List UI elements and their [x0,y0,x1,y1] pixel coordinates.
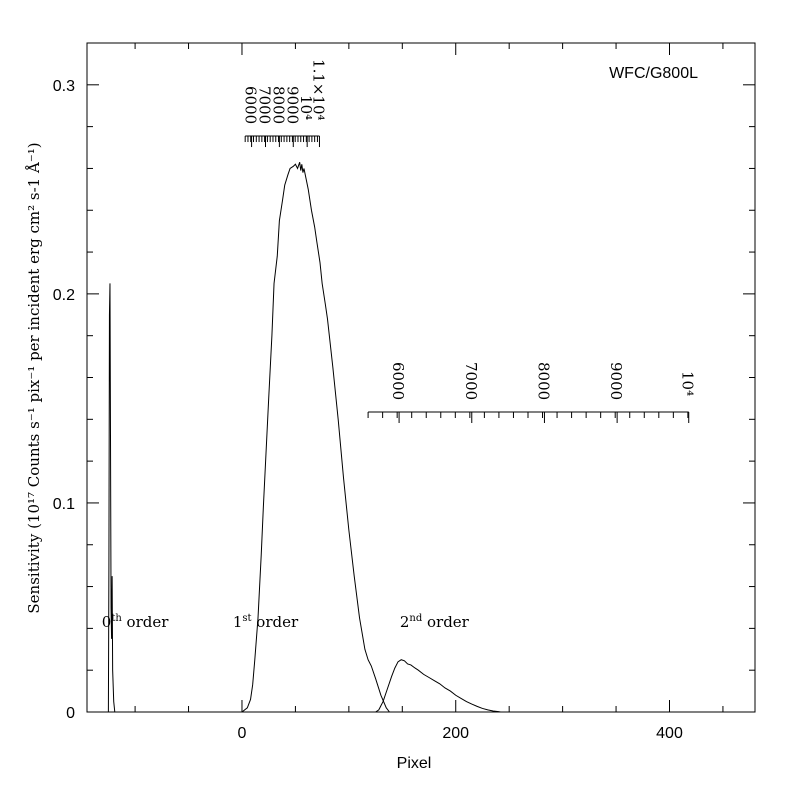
x-tick-label: 200 [442,725,469,742]
chart-title: WFC/G800L [609,65,698,82]
series-line [107,283,116,713]
wavelength-label: 7000 [462,362,480,400]
wavelength-label: 9000 [607,362,625,400]
order-label: 1st order [233,613,299,631]
wavelength-label: 10⁴ [679,371,697,396]
wavelength-label: 8000 [269,86,287,124]
order-label: 2nd order [400,613,470,631]
series-line [375,659,501,713]
y-axis-tick-labels: 0 0.1 0.2 0.3 [53,78,75,722]
sensitivity-curves [107,162,501,713]
y-axis-ticks [87,84,755,713]
x-axis-title: Pixel [397,755,432,772]
plot-frame [86,42,756,713]
wavelength-label: 9000 [283,86,301,124]
x-axis-tick-labels: 0 200 400 [238,725,683,742]
wavelength-label: 6000 [242,86,260,124]
x-tick-label: 400 [656,725,683,742]
order-annotations: 0th order 1st order 2nd order [102,613,470,631]
x-axis-ticks [134,43,724,712]
order-label: 0th order [102,613,169,631]
wavelength-label: 1.1×10⁴ [309,59,327,121]
wavelength-label: 7000 [255,86,273,124]
y-tick-label: 0 [66,705,75,722]
y-tick-label: 0.2 [53,287,75,304]
series-line [241,162,390,713]
wavelength-label: 10⁴ [297,95,315,120]
y-axis-title: Sensitivity (10¹⁷ Counts s⁻¹ pix⁻¹ per i… [25,142,43,613]
y-tick-label: 0.1 [53,496,75,513]
wavelength-label: 8000 [534,362,552,400]
y-tick-label: 0.3 [53,78,75,95]
x-tick-label: 0 [238,725,247,742]
wavelength-label: 6000 [389,362,407,400]
